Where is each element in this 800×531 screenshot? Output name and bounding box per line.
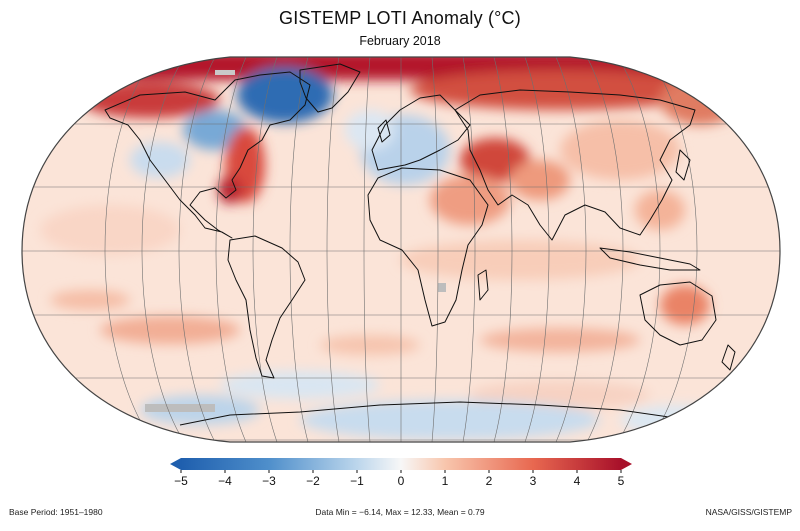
globe-outline (21, 56, 781, 443)
credit-label: NASA/GISS/GISTEMP (705, 507, 792, 517)
colorbar-tick-label: −4 (218, 474, 232, 488)
colorbar-gradient (181, 458, 621, 470)
colorbar-tick-label: −3 (262, 474, 276, 488)
map-subtitle: February 2018 (359, 34, 441, 48)
colorbar-tick-label: 5 (617, 474, 625, 488)
coastlines (104, 63, 736, 431)
graticule (22, 57, 780, 442)
colorbar-tick-label: −1 (350, 474, 364, 488)
colorbar-extend-high (621, 458, 632, 470)
colorbar (170, 458, 632, 473)
colorbar-tick-label: 4 (573, 474, 581, 488)
colorbar-tick-label: −5 (174, 474, 188, 488)
colorbar-tick-label: 3 (529, 474, 537, 488)
data-stats-label: Data Min = −6.14, Max = 12.33, Mean = 0.… (315, 507, 485, 517)
map-title: GISTEMP LOTI Anomaly (°C) (279, 8, 521, 28)
colorbar-tick-label: −2 (306, 474, 320, 488)
base-period-label: Base Period: 1951–1980 (9, 507, 103, 517)
colorbar-extend-low (170, 458, 181, 470)
colorbar-tick-label: 0 (397, 474, 405, 488)
anomaly-field (22, 57, 780, 442)
colorbar-tick-label: 2 (485, 474, 493, 488)
colorbar-tick-label: 1 (441, 474, 449, 488)
